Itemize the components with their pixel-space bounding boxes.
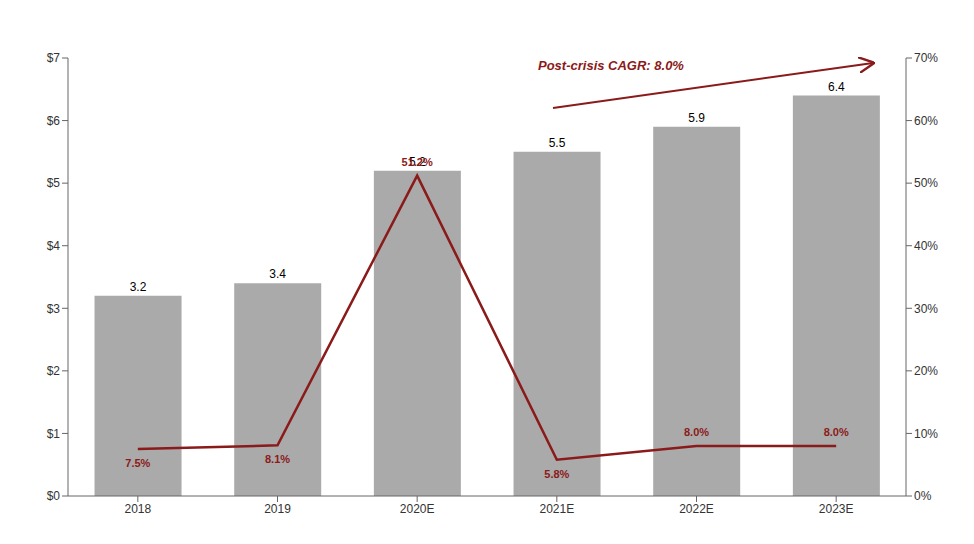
svg-text:0%: 0%: [914, 489, 932, 503]
svg-text:2023E: 2023E: [819, 502, 854, 516]
svg-text:$4: $4: [47, 239, 61, 253]
svg-text:2022E: 2022E: [679, 502, 714, 516]
svg-text:8.0%: 8.0%: [824, 426, 849, 438]
svg-text:$3: $3: [47, 302, 61, 316]
svg-text:$5: $5: [47, 176, 61, 190]
svg-text:20%: 20%: [914, 364, 938, 378]
svg-text:8.0%: 8.0%: [684, 426, 709, 438]
svg-text:51.2%: 51.2%: [402, 156, 433, 168]
svg-text:$0: $0: [47, 489, 61, 503]
svg-text:2021E: 2021E: [539, 502, 574, 516]
svg-text:5.8%: 5.8%: [544, 468, 569, 480]
svg-text:2019: 2019: [264, 502, 291, 516]
svg-text:7.5%: 7.5%: [125, 457, 150, 469]
svg-text:3.4: 3.4: [269, 267, 286, 281]
svg-text:10%: 10%: [914, 427, 938, 441]
svg-text:40%: 40%: [914, 239, 938, 253]
svg-text:Post-crisis CAGR: 8.0%: Post-crisis CAGR: 8.0%: [538, 58, 684, 73]
svg-text:60%: 60%: [914, 114, 938, 128]
svg-text:$6: $6: [47, 114, 61, 128]
svg-text:5.9: 5.9: [688, 111, 705, 125]
svg-text:5.5: 5.5: [549, 136, 566, 150]
svg-text:$2: $2: [47, 364, 61, 378]
svg-text:$1: $1: [47, 427, 61, 441]
svg-text:2018: 2018: [124, 502, 151, 516]
svg-text:3.2: 3.2: [130, 280, 147, 294]
svg-text:6.4: 6.4: [828, 80, 845, 94]
svg-text:30%: 30%: [914, 302, 938, 316]
svg-text:8.1%: 8.1%: [265, 453, 290, 465]
svg-text:2020E: 2020E: [400, 502, 435, 516]
svg-text:70%: 70%: [914, 51, 938, 65]
svg-text:50%: 50%: [914, 176, 938, 190]
svg-text:$7: $7: [47, 51, 61, 65]
